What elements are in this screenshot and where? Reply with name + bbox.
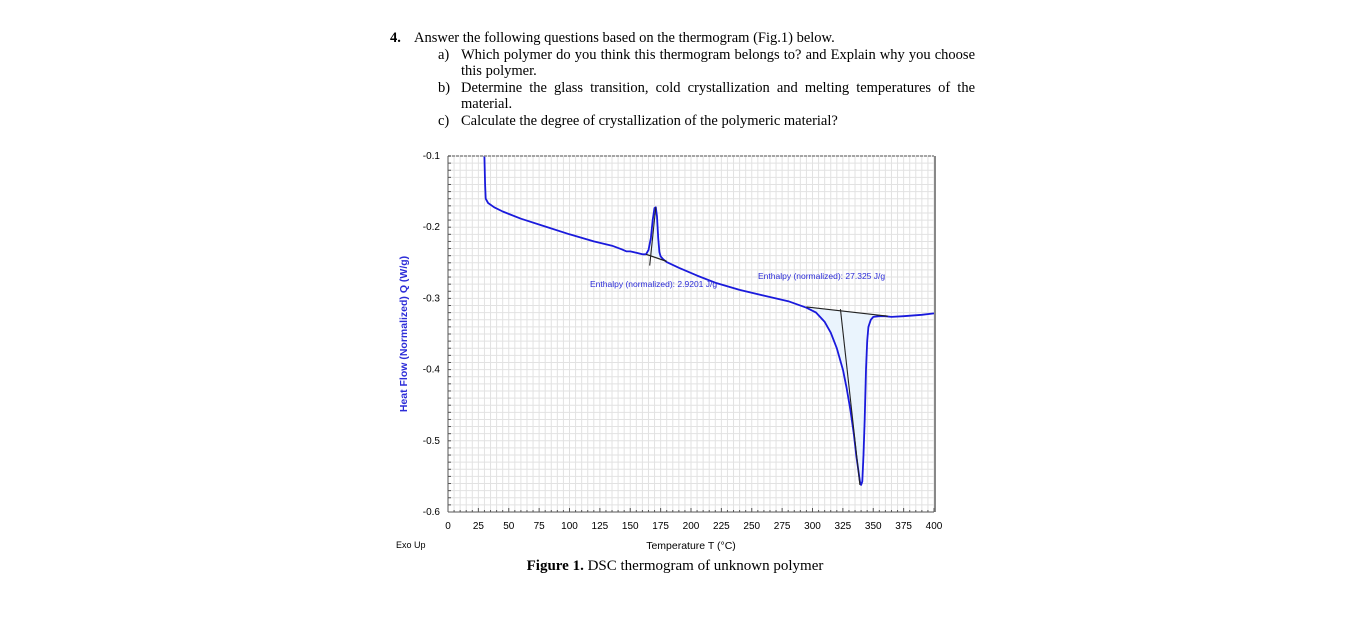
y-axis-title: Heat Flow (Normalized) Q (W/g) <box>398 256 410 412</box>
caption-label: Figure 1. <box>526 558 584 574</box>
x-tick-label: 350 <box>865 521 882 532</box>
peak-drop-line-1 <box>839 309 861 486</box>
x-tick-label: 175 <box>652 521 669 532</box>
enthalpy-annotations: Enthalpy (normalized): 2.9201 J/g Enthalp… <box>590 271 885 289</box>
part-text: Calculate the degree of crystallization … <box>461 112 838 129</box>
x-tick-label: 50 <box>503 521 515 532</box>
x-tick-label: 250 <box>743 521 760 532</box>
peak-drop-line-0 <box>649 207 657 266</box>
integration-fill-1 <box>806 306 888 485</box>
x-tick-label: 150 <box>622 521 639 532</box>
y-tick-label: -0.1 <box>423 151 441 162</box>
question-intro: 4. Answer the following questions based … <box>390 30 975 47</box>
figure-caption: Figure 1. DSC thermogram of unknown poly… <box>0 558 1350 575</box>
x-tick-label: 25 <box>473 521 485 532</box>
part-letter: b) <box>438 79 451 96</box>
question-intro-text: Answer the following questions based on … <box>414 30 835 46</box>
caption-text: DSC thermogram of unknown polymer <box>583 558 824 574</box>
question-number: 4. <box>390 30 401 46</box>
x-tick-label: 325 <box>835 521 852 532</box>
x-tick-label: 0 <box>445 521 451 532</box>
x-tick-label: 225 <box>713 521 730 532</box>
enthalpy-label-1: Enthalpy (normalized): 27.325 J/g <box>758 271 885 281</box>
question-part-c: c) Calculate the degree of crystallizati… <box>438 113 975 130</box>
part-letter: c) <box>438 112 450 129</box>
x-tick-label: 400 <box>926 521 943 532</box>
question-part-b: b) Determine the glass transition, cold … <box>438 80 975 113</box>
question-part-a: a) Which polymer do you think this therm… <box>438 47 975 80</box>
x-tick-label: 75 <box>534 521 546 532</box>
data-series <box>483 155 935 486</box>
exo-up-label: Exo Up <box>396 540 426 550</box>
x-tick-label: 200 <box>683 521 700 532</box>
part-text: Determine the glass transition, cold cry… <box>461 79 975 113</box>
axis-labels: 0 25 50 75 100 125 150 175 200 225 250 275 300 325 350… <box>398 151 943 552</box>
x-tick-label: 275 <box>774 521 791 532</box>
part-letter: a) <box>438 46 450 63</box>
enthalpy-label-0: Enthalpy (normalized): 2.9201 J/g <box>590 279 717 289</box>
baseline-line-0 <box>645 253 667 262</box>
y-tick-label: -0.4 <box>423 365 441 376</box>
part-text: Which polymer do you think this thermogr… <box>461 46 975 80</box>
baseline-line-1 <box>806 306 888 317</box>
question-block: 4. Answer the following questions based … <box>390 30 975 130</box>
axis-ticks <box>447 155 935 513</box>
integration-baselines <box>645 207 888 486</box>
y-tick-label: -0.2 <box>423 222 441 233</box>
x-tick-label: 300 <box>804 521 821 532</box>
x-tick-label: 375 <box>895 521 912 532</box>
x-tick-label: 125 <box>592 521 609 532</box>
x-axis-title: Temperature T (°C) <box>646 540 736 552</box>
y-tick-label: -0.6 <box>423 507 441 518</box>
x-tick-label: 100 <box>561 521 578 532</box>
heat-flow-curve <box>483 155 935 486</box>
y-tick-label: -0.3 <box>423 293 441 304</box>
y-tick-label: -0.5 <box>423 436 441 447</box>
